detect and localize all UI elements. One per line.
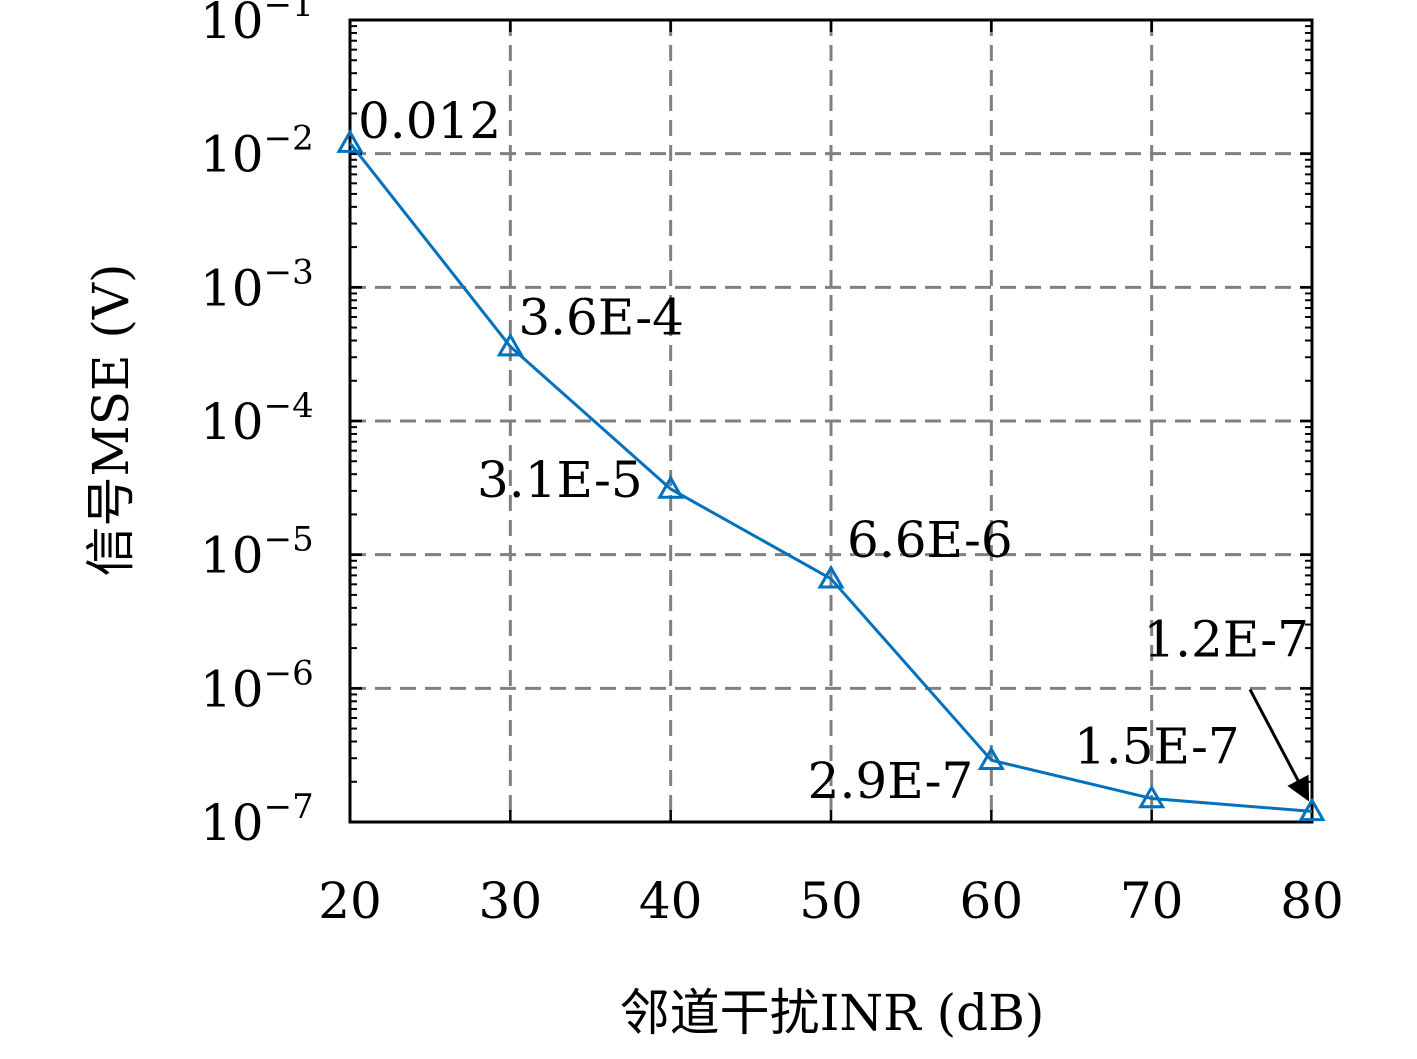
annotation-arrow	[1248, 688, 1310, 802]
x-tick-label: 40	[639, 872, 703, 930]
x-tick-label: 30	[479, 872, 543, 930]
y-tick-label: 10−2	[200, 119, 314, 184]
triangle-marker	[496, 332, 524, 357]
triangle-marker	[817, 564, 845, 589]
triangle-marker	[1138, 784, 1166, 809]
y-tick-label: 10−6	[200, 653, 314, 718]
x-tick-label: 60	[960, 872, 1024, 930]
triangle-marker	[1298, 797, 1326, 822]
data-label: 1.5E-7	[1074, 717, 1240, 775]
triangle-marker	[977, 746, 1005, 770]
data-label: 3.6E-4	[518, 289, 684, 347]
y-tick-label: 10−3	[200, 252, 314, 317]
triangle-marker	[657, 474, 685, 499]
data-label: 6.6E-6	[847, 511, 1013, 569]
y-axis-label: 信号MSE (V)	[82, 264, 140, 577]
triangle-marker	[336, 129, 364, 153]
y-tick-label: 10−1	[200, 0, 314, 50]
grid-lines	[350, 20, 1312, 822]
y-tick-label: 10−7	[200, 787, 314, 852]
x-tick-label: 80	[1280, 872, 1344, 930]
x-axis-label: 邻道干扰INR (dB)	[620, 984, 1045, 1042]
x-tick-label: 70	[1120, 872, 1184, 930]
axes: 20 30 40 50 60 70 80 10−7 10−6 10−5 10−4 10−3 10−2 10…	[200, 0, 1344, 930]
data-label: 0.012	[358, 92, 501, 150]
y-tick-label: 10−5	[200, 520, 314, 585]
x-tick-label: 20	[318, 872, 382, 930]
y-tick-label: 10−4	[200, 386, 314, 451]
data-label: 3.1E-5	[477, 451, 643, 509]
data-labels: 0.012 3.6E-4 3.1E-5 6.6E-6 2.9E-7 1.5E-7 1.2E-…	[358, 92, 1310, 810]
x-tick-label: 50	[799, 872, 863, 930]
series-line-path	[348, 142, 1313, 813]
data-label: 2.9E-7	[808, 752, 974, 810]
data-label: 1.2E-7	[1143, 610, 1309, 668]
series-line	[336, 129, 1326, 822]
